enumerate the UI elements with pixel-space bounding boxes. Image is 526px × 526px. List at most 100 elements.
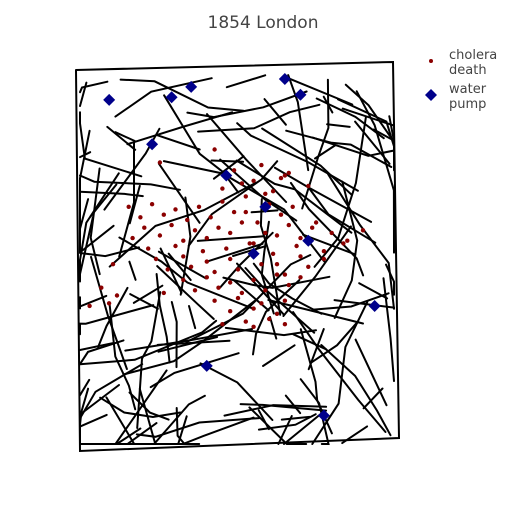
cholera-death-point[interactable] — [251, 277, 256, 283]
cholera-death-point[interactable] — [142, 225, 147, 230]
cholera-death-point[interactable] — [274, 262, 280, 267]
water-pump-point[interactable] — [165, 91, 178, 104]
water-pump-point[interactable] — [220, 169, 233, 182]
cholera-death-point[interactable] — [220, 199, 225, 204]
cholera-death-point[interactable] — [270, 189, 276, 194]
cholera-death-point[interactable] — [110, 262, 116, 267]
cholera-death-point[interactable] — [306, 183, 311, 189]
cholera-death-point[interactable] — [298, 254, 303, 259]
cholera-death-point[interactable] — [173, 243, 178, 249]
cholera-death-point[interactable] — [212, 298, 217, 303]
cholera-death-point[interactable] — [192, 288, 198, 293]
cholera-death-point[interactable] — [235, 267, 241, 272]
cholera-death-point[interactable] — [360, 228, 366, 233]
cholera-death-point[interactable] — [294, 243, 299, 249]
cholera-death-point[interactable] — [239, 290, 245, 296]
cholera-death-point[interactable] — [290, 204, 295, 209]
cholera-death-point[interactable] — [274, 311, 280, 316]
cholera-death-point[interactable] — [251, 241, 256, 246]
cholera-death-point[interactable] — [228, 256, 233, 262]
cholera-death-point[interactable] — [126, 204, 131, 209]
water-pump-point[interactable] — [200, 359, 213, 372]
cholera-death-point[interactable] — [87, 303, 92, 309]
cholera-death-point[interactable] — [157, 233, 163, 238]
cholera-death-point[interactable] — [267, 316, 272, 322]
cholera-death-point[interactable] — [259, 301, 264, 306]
cholera-death-point[interactable] — [228, 280, 233, 285]
cholera-death-point[interactable] — [251, 178, 256, 183]
cholera-death-point[interactable] — [138, 215, 143, 220]
water-pump-point[interactable] — [146, 138, 159, 151]
cholera-death-point[interactable] — [208, 215, 213, 220]
cholera-death-point[interactable] — [310, 225, 315, 230]
cholera-death-point[interactable] — [278, 175, 284, 181]
cholera-death-point[interactable] — [231, 168, 237, 173]
cholera-death-point[interactable] — [282, 173, 288, 178]
cholera-death-point[interactable] — [185, 217, 190, 223]
cholera-death-point[interactable] — [204, 275, 209, 280]
cholera-death-point[interactable] — [220, 322, 225, 327]
cholera-death-point[interactable] — [165, 267, 170, 272]
cholera-death-point[interactable] — [243, 319, 248, 324]
cholera-death-point[interactable] — [313, 220, 319, 225]
cholera-death-point[interactable] — [161, 290, 166, 296]
cholera-death-point[interactable] — [204, 259, 209, 264]
water-pump-point[interactable] — [103, 93, 116, 106]
cholera-death-point[interactable] — [216, 285, 221, 290]
cholera-death-point[interactable] — [212, 269, 217, 275]
cholera-death-point[interactable] — [196, 204, 202, 209]
cholera-death-point[interactable] — [169, 222, 174, 228]
cholera-death-point[interactable] — [278, 212, 284, 217]
cholera-death-point[interactable] — [255, 220, 260, 225]
water-pump-point[interactable] — [294, 88, 307, 101]
cholera-death-point[interactable] — [200, 249, 206, 254]
cholera-death-point[interactable] — [282, 272, 288, 277]
cholera-death-point[interactable] — [263, 230, 268, 236]
cholera-death-point[interactable] — [286, 222, 291, 228]
cholera-death-point[interactable] — [247, 241, 252, 246]
legend-item-cholera-death[interactable]: cholera death — [429, 48, 501, 78]
cholera-death-point[interactable] — [321, 256, 327, 262]
cholera-death-point[interactable] — [321, 249, 327, 254]
cholera-death-point[interactable] — [274, 272, 280, 277]
cholera-death-point[interactable] — [239, 220, 245, 225]
cholera-death-point[interactable] — [220, 186, 225, 191]
cholera-death-point[interactable] — [298, 275, 303, 280]
cholera-death-point[interactable] — [231, 209, 237, 215]
cholera-death-point[interactable] — [298, 235, 303, 241]
water-pump-point[interactable] — [368, 299, 381, 312]
cholera-death-point[interactable] — [306, 264, 311, 269]
cholera-death-point[interactable] — [235, 295, 241, 301]
cholera-death-point[interactable] — [146, 246, 151, 251]
cholera-death-point[interactable] — [157, 160, 163, 165]
cholera-death-point[interactable] — [153, 256, 159, 262]
cholera-death-point[interactable] — [173, 207, 178, 212]
cholera-death-point[interactable] — [114, 293, 120, 298]
cholera-death-point[interactable] — [188, 264, 194, 269]
cholera-death-point[interactable] — [259, 262, 264, 267]
cholera-death-point[interactable] — [130, 235, 135, 241]
cholera-death-point[interactable] — [228, 309, 233, 314]
cholera-death-point[interactable] — [329, 230, 334, 236]
cholera-death-point[interactable] — [274, 233, 280, 238]
cholera-death-point[interactable] — [181, 277, 186, 283]
cholera-death-point[interactable] — [149, 202, 155, 207]
cholera-death-point[interactable] — [345, 238, 350, 243]
cholera-death-point[interactable] — [251, 306, 256, 311]
cholera-death-point[interactable] — [192, 228, 198, 233]
cholera-death-point[interactable] — [263, 288, 268, 293]
cholera-death-point[interactable] — [106, 301, 112, 306]
cholera-death-point[interactable] — [161, 212, 166, 217]
water-pump-point[interactable] — [259, 200, 272, 213]
cholera-death-point[interactable] — [286, 170, 291, 176]
cholera-death-point[interactable] — [228, 230, 233, 236]
water-pump-point[interactable] — [317, 409, 330, 422]
cholera-death-point[interactable] — [341, 241, 346, 246]
cholera-death-point[interactable] — [243, 209, 248, 215]
cholera-death-point[interactable] — [263, 191, 268, 196]
cholera-death-point[interactable] — [212, 147, 217, 152]
cholera-death-point[interactable] — [282, 298, 288, 303]
legend-item-water-pump[interactable]: water pump — [425, 82, 490, 112]
cholera-death-point[interactable] — [243, 194, 248, 199]
cholera-death-point[interactable] — [282, 322, 288, 327]
